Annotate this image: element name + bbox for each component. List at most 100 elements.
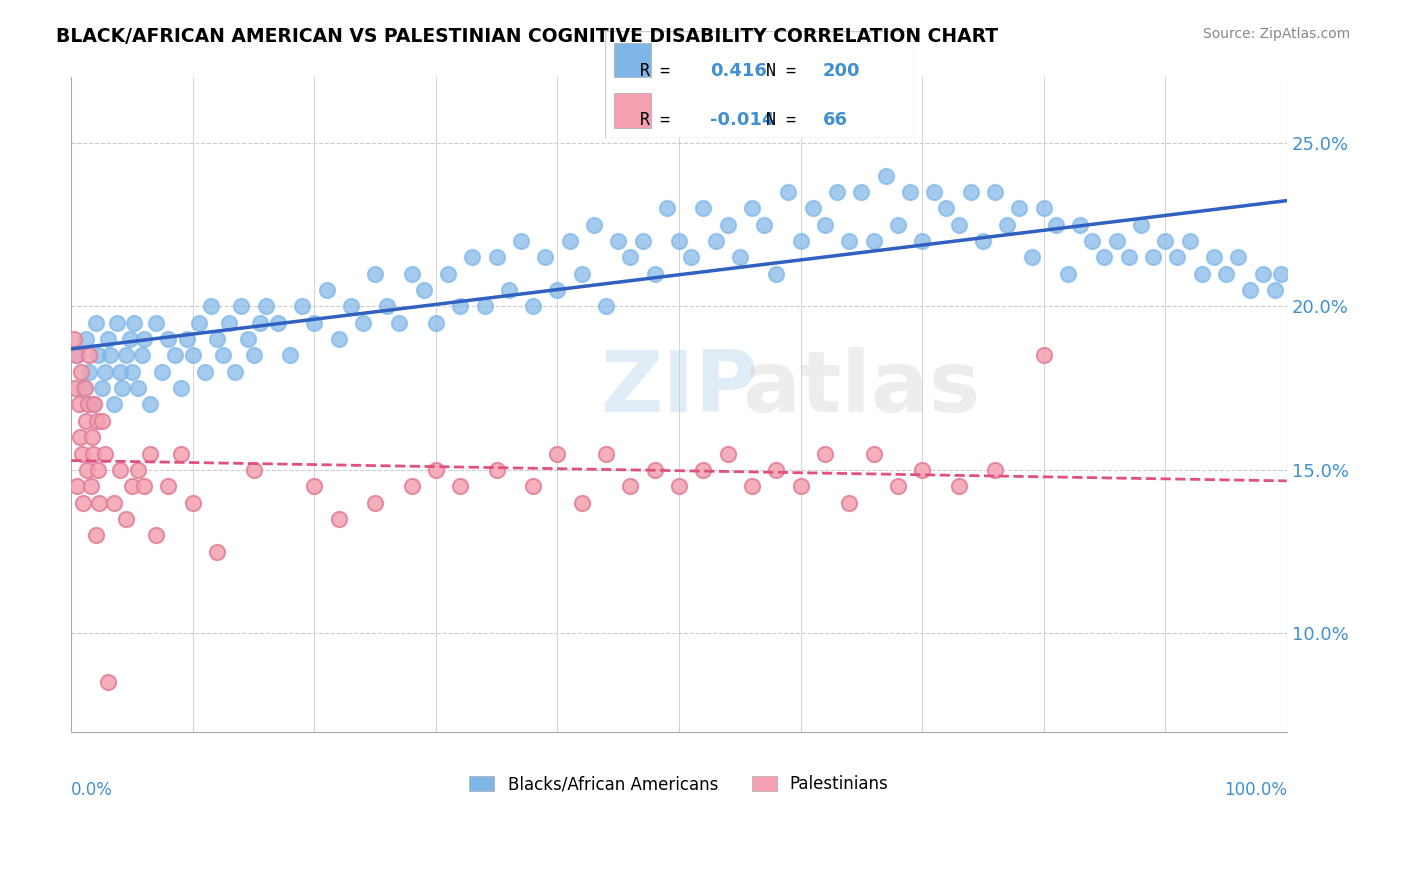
Point — [862, 446, 884, 460]
Point — [200, 299, 222, 313]
Point — [595, 299, 617, 313]
Point — [152, 365, 174, 379]
Point — [115, 512, 138, 526]
Point — [1069, 218, 1091, 232]
Point — [619, 250, 641, 264]
Point — [124, 316, 146, 330]
FancyBboxPatch shape — [614, 43, 651, 78]
Point — [157, 332, 180, 346]
Point — [631, 234, 654, 248]
Point — [224, 365, 246, 379]
Text: 0.416: 0.416 — [710, 62, 766, 80]
Point — [66, 479, 89, 493]
Point — [87, 348, 110, 362]
Point — [131, 348, 153, 362]
Point — [959, 185, 981, 199]
Point — [437, 267, 460, 281]
Point — [814, 218, 837, 232]
Point — [510, 234, 533, 248]
Point — [1239, 283, 1261, 297]
Point — [911, 234, 934, 248]
Point — [75, 332, 97, 346]
Point — [595, 446, 617, 460]
Point — [1032, 201, 1054, 215]
Point — [534, 250, 557, 264]
Text: 200: 200 — [823, 62, 860, 80]
Point — [254, 299, 277, 313]
Point — [97, 332, 120, 346]
Point — [82, 446, 104, 460]
Legend: Blacks/African Americans, Palestinians: Blacks/African Americans, Palestinians — [461, 767, 897, 802]
Point — [898, 185, 921, 199]
Point — [304, 479, 326, 493]
Point — [814, 446, 837, 460]
Point — [103, 397, 125, 411]
Point — [1178, 234, 1201, 248]
Text: 0.0%: 0.0% — [72, 780, 112, 798]
Point — [474, 299, 496, 313]
Point — [69, 430, 91, 444]
Point — [108, 463, 131, 477]
Point — [1142, 250, 1164, 264]
Point — [89, 495, 111, 509]
Point — [352, 316, 374, 330]
Point — [65, 348, 87, 362]
Point — [1008, 201, 1031, 215]
Point — [169, 381, 191, 395]
Point — [911, 463, 934, 477]
Point — [278, 348, 301, 362]
Point — [236, 332, 259, 346]
Point — [1094, 250, 1116, 264]
Point — [181, 495, 204, 509]
Point — [984, 463, 1007, 477]
Point — [717, 218, 740, 232]
Point — [668, 479, 690, 493]
Point — [1045, 218, 1067, 232]
Point — [98, 348, 121, 362]
Point — [412, 283, 434, 297]
Point — [498, 283, 520, 297]
Point — [1057, 267, 1080, 281]
Point — [70, 446, 93, 460]
Point — [118, 332, 141, 346]
Point — [1215, 267, 1237, 281]
Point — [668, 234, 690, 248]
Point — [887, 479, 910, 493]
Point — [571, 495, 593, 509]
Point — [103, 495, 125, 509]
Point — [972, 234, 994, 248]
Point — [401, 267, 423, 281]
Point — [765, 267, 787, 281]
Text: Source: ZipAtlas.com: Source: ZipAtlas.com — [1202, 27, 1350, 41]
Point — [948, 218, 970, 232]
Text: N =: N = — [766, 62, 806, 80]
Point — [558, 234, 581, 248]
Point — [1270, 267, 1292, 281]
Point — [681, 250, 703, 264]
Point — [72, 381, 94, 395]
Point — [571, 267, 593, 281]
Point — [1032, 348, 1054, 362]
Point — [801, 201, 824, 215]
Point — [94, 365, 117, 379]
Point — [145, 316, 167, 330]
Point — [176, 332, 198, 346]
Point — [80, 430, 103, 444]
Point — [728, 250, 751, 264]
Point — [82, 397, 104, 411]
Point — [619, 479, 641, 493]
Point — [72, 495, 94, 509]
Point — [291, 299, 314, 313]
Point — [935, 201, 957, 215]
Point — [485, 250, 508, 264]
Point — [134, 332, 156, 346]
Point — [97, 675, 120, 690]
Point — [425, 316, 447, 330]
Point — [304, 316, 326, 330]
Point — [717, 446, 740, 460]
Point — [789, 479, 811, 493]
Point — [765, 463, 787, 477]
Point — [984, 185, 1007, 199]
Point — [948, 479, 970, 493]
Point — [187, 316, 209, 330]
